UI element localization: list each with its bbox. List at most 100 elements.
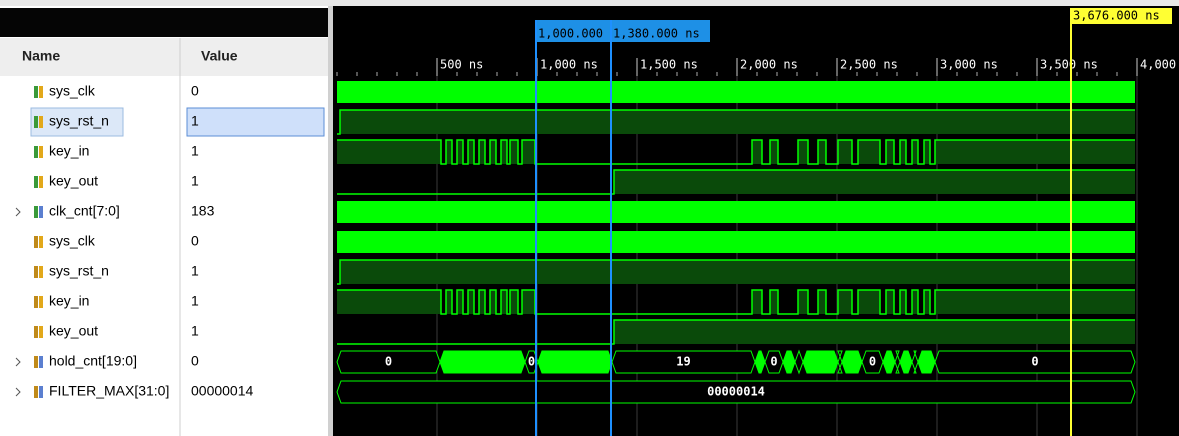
bus-label: 0 [1031, 355, 1038, 369]
signal-name[interactable]: sys_clk [49, 233, 96, 249]
ruler-label: 500 ns [440, 58, 483, 72]
digital-wave [337, 169, 1135, 195]
cursor-label: 1,380.000 ns [613, 27, 700, 41]
high-fill [337, 290, 441, 314]
high-fill [858, 140, 880, 164]
bus-busy [537, 350, 613, 374]
signal-icon [39, 266, 43, 278]
signal-icon [39, 236, 43, 248]
high-fill [858, 290, 880, 314]
signal-icon [34, 86, 38, 98]
high-fill [510, 290, 518, 314]
signal-name[interactable]: FILTER_MAX[31:0] [49, 383, 169, 399]
digital-wave [337, 139, 1135, 165]
signal-value: 1 [191, 173, 199, 189]
signal-name[interactable]: sys_rst_n [49, 263, 109, 279]
high-fill [337, 140, 441, 164]
signal-icon [34, 326, 38, 338]
high-fill [818, 290, 826, 314]
high-fill [924, 290, 930, 314]
high-fill [614, 320, 1135, 344]
bus-busy [841, 350, 863, 374]
signal-name[interactable]: key_in [49, 293, 89, 309]
signal-name[interactable]: key_out [49, 323, 98, 339]
left-top-bar [0, 8, 328, 37]
signal-name[interactable]: clk_cnt[7:0] [49, 203, 120, 219]
high-fill [924, 140, 930, 164]
signal-icon [39, 146, 43, 158]
signal-value: 1 [191, 323, 199, 339]
digital-wave [337, 289, 1135, 315]
signal-name[interactable]: key_in [49, 143, 89, 159]
high-fill [912, 290, 918, 314]
bus-label: 0 [385, 355, 392, 369]
signal-icon [39, 296, 43, 308]
high-fill [838, 140, 852, 164]
signal-value: 1 [191, 263, 199, 279]
high-fill [935, 290, 1135, 314]
signal-value: 1 [191, 293, 199, 309]
clock-wave [337, 201, 1135, 223]
column-header [0, 38, 328, 76]
expand-arrow[interactable] [15, 207, 21, 217]
bus-busy [917, 350, 936, 374]
high-fill [886, 290, 894, 314]
ruler-label: 4,000 [1140, 58, 1176, 72]
signal-name[interactable]: hold_cnt[19:0] [49, 353, 137, 369]
ruler-label: 3,500 ns [1040, 58, 1098, 72]
signal-icon [34, 356, 38, 368]
signal-value: 183 [191, 203, 215, 219]
high-fill [340, 110, 1135, 134]
expand-arrow[interactable] [15, 357, 21, 367]
signal-value: 0 [191, 83, 199, 99]
expand-arrow[interactable] [15, 387, 21, 397]
bus-label: 0 [869, 355, 876, 369]
signal-value: 00000014 [191, 383, 254, 399]
signal-icon [39, 206, 43, 218]
bus-busy [802, 350, 839, 374]
high-fill [838, 290, 852, 314]
top-strip [0, 0, 1179, 6]
signal-icon [39, 326, 43, 338]
clock-wave [337, 231, 1135, 253]
signal-icon [34, 206, 38, 218]
high-fill [752, 290, 762, 314]
high-fill [479, 140, 485, 164]
high-fill [522, 290, 535, 314]
high-fill [798, 290, 808, 314]
bus-label: 0 [528, 355, 535, 369]
signal-icon [34, 296, 38, 308]
high-fill [446, 290, 452, 314]
high-fill [457, 290, 463, 314]
signal-icon [34, 146, 38, 158]
signal-icon [39, 116, 43, 128]
high-fill [340, 260, 1135, 284]
high-fill [752, 140, 762, 164]
high-fill [935, 140, 1135, 164]
high-fill [490, 290, 496, 314]
high-fill [522, 140, 535, 164]
ruler-label: 3,000 ns [940, 58, 998, 72]
signal-name[interactable]: key_out [49, 173, 98, 189]
bus-label: 0 [770, 355, 777, 369]
bus-busy [439, 350, 526, 374]
high-fill [510, 140, 518, 164]
high-fill [798, 140, 808, 164]
high-fill [900, 140, 906, 164]
signal-value: 1 [191, 143, 199, 159]
marker-box [1070, 8, 1172, 24]
selected-value [186, 107, 325, 137]
splitter[interactable] [328, 6, 333, 436]
signal-name[interactable]: sys_clk [49, 83, 96, 99]
high-fill [468, 290, 474, 314]
signal-name[interactable]: sys_rst_n [49, 113, 109, 129]
high-fill [770, 290, 778, 314]
digital-wave [337, 259, 1135, 285]
ruler-label: 1,000 ns [540, 58, 598, 72]
high-fill [501, 290, 507, 314]
high-fill [900, 290, 906, 314]
selected-name [30, 107, 124, 137]
cursor-label: 1,000.000 [538, 27, 603, 41]
